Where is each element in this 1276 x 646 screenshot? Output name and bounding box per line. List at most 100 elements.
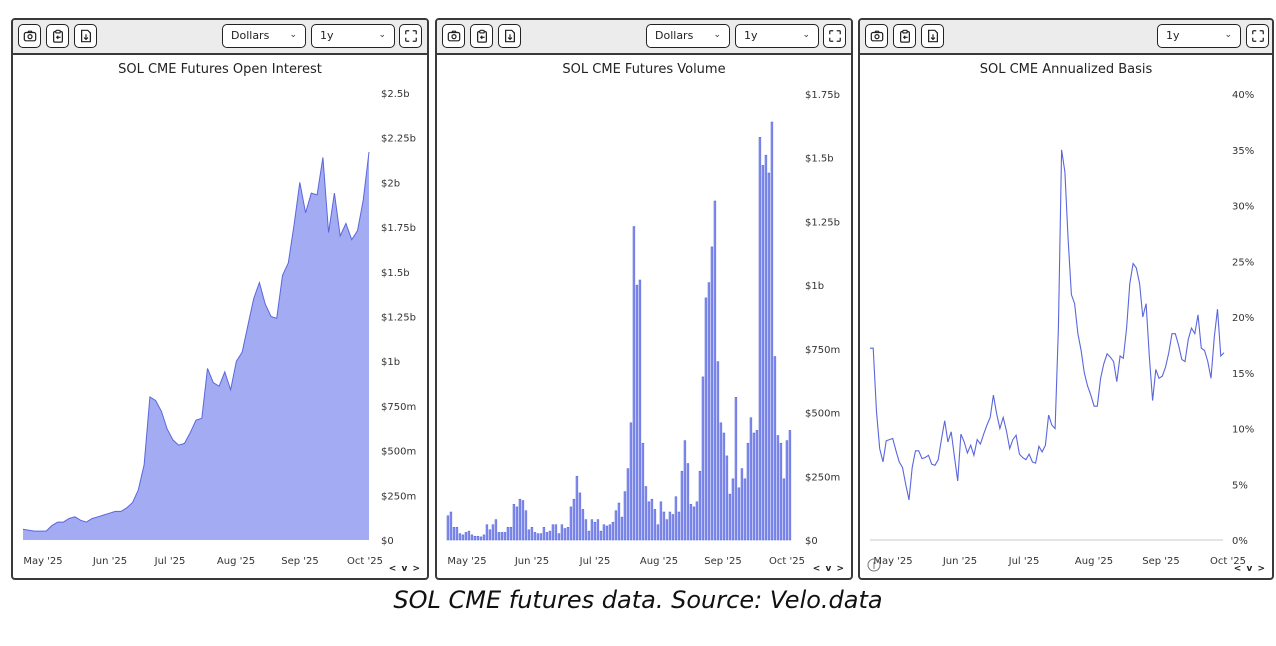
volume-bar: [689, 504, 693, 541]
volume-bar: [494, 519, 498, 541]
x-tick-label: Oct '25: [347, 556, 383, 567]
unit-select[interactable]: Dollars ⌄: [222, 24, 306, 48]
x-tick-label: Aug '25: [1075, 556, 1113, 567]
chart-nav-controls[interactable]: < v >: [388, 564, 421, 574]
volume-bar: [722, 432, 726, 541]
volume-bar: [626, 468, 630, 541]
volume-bar: [452, 527, 456, 541]
chart-nav-controls[interactable]: < v >: [1233, 564, 1266, 574]
volume-bar: [776, 435, 780, 541]
volume-bar: [611, 521, 615, 541]
screenshot-button[interactable]: [442, 24, 465, 48]
volume-bar: [710, 246, 714, 541]
volume-bar: [464, 532, 468, 541]
volume-bar: [761, 165, 765, 541]
y-tick-label: 10%: [1232, 425, 1254, 436]
volume-bar: [614, 510, 618, 541]
volume-bar: [701, 376, 705, 541]
volume-bar: [779, 442, 783, 541]
y-tick-label: 25%: [1232, 257, 1254, 268]
clipboard-icon: [899, 29, 910, 43]
volume-bar: [470, 534, 474, 541]
info-icon[interactable]: [867, 558, 881, 572]
range-select[interactable]: 1y ⌄: [1157, 24, 1241, 48]
y-tick-label: $1.25b: [381, 313, 416, 324]
x-tick-label: May '25: [447, 556, 486, 567]
volume-bar: [563, 528, 567, 541]
chart-nav-controls[interactable]: < v >: [812, 564, 845, 574]
basis-panel: 1y ⌄ SOL CME Annualized Basis 0% 5% 10% 15%…: [858, 18, 1274, 580]
oi-area: [23, 152, 369, 540]
volume-bar: [749, 417, 753, 541]
x-tick-label: Sep '25: [704, 556, 742, 567]
figure-caption: SOL CME futures data. Source: Velo.data: [393, 586, 883, 614]
chart-title: SOL CME Futures Volume: [562, 62, 726, 77]
y-tick-label: $500m: [381, 447, 416, 458]
volume-bar: [719, 422, 723, 541]
screenshot-button[interactable]: [865, 24, 888, 48]
volume-bar: [623, 491, 627, 541]
volume-bar: [647, 501, 651, 541]
download-button[interactable]: [498, 24, 521, 48]
volume-bar: [683, 440, 687, 541]
volume-bar: [728, 493, 732, 541]
y-tick-label: 15%: [1232, 369, 1254, 380]
volume-bar: [572, 498, 576, 541]
volume-bar: [605, 525, 609, 541]
range-select[interactable]: 1y ⌄: [735, 24, 819, 48]
volume-bar: [578, 492, 582, 541]
volume-bar: [737, 487, 741, 541]
range-select[interactable]: 1y ⌄: [311, 24, 395, 48]
volume-bar: [479, 536, 483, 541]
volume-bar: [518, 498, 522, 541]
copy-button[interactable]: [893, 24, 916, 48]
volume-bar: [653, 509, 657, 541]
volume-bar: [446, 515, 450, 541]
clipboard-icon: [52, 29, 63, 43]
volume-bar: [590, 519, 594, 541]
volume-chart[interactable]: $0 $250m $500m $750m $1b $1.25b $1.5b $1.75b May…: [437, 20, 853, 580]
unit-select-value: Dollars: [231, 29, 270, 42]
volume-bar: [515, 506, 519, 541]
camera-icon: [23, 30, 36, 42]
y-tick-label: 0%: [1232, 536, 1248, 547]
volume-bar: [620, 516, 624, 541]
download-button[interactable]: [74, 24, 97, 48]
screenshot-button[interactable]: [18, 24, 41, 48]
fullscreen-button[interactable]: [823, 24, 846, 48]
unit-select[interactable]: Dollars ⌄: [646, 24, 730, 48]
open-interest-panel: Dollars ⌄ 1y ⌄ SOL CME Futures Open Inte…: [11, 18, 429, 580]
chart-title: SOL CME Futures Open Interest: [118, 62, 322, 77]
volume-bar: [461, 534, 465, 541]
volume-bar: [755, 430, 759, 541]
volume-bar: [566, 527, 570, 541]
volume-bar: [548, 530, 552, 541]
volume-bar: [713, 200, 717, 541]
volume-bar: [482, 534, 486, 541]
volume-bar: [491, 524, 495, 541]
y-tick-label: $250m: [805, 472, 840, 483]
volume-bar: [467, 530, 471, 541]
chart-title: SOL CME Annualized Basis: [979, 62, 1153, 77]
toolbar: 1y ⌄: [860, 20, 1272, 55]
open-interest-chart[interactable]: $0 $250m $500m $750m $1b $1.25b $1.5b $1.75b $2b…: [13, 20, 429, 580]
volume-bar: [659, 501, 663, 541]
volume-bar: [524, 510, 528, 541]
y-tick-label: $1.25b: [805, 217, 840, 228]
volume-bar: [512, 504, 516, 541]
fullscreen-button[interactable]: [399, 24, 422, 48]
y-tick-label: $0: [381, 536, 394, 547]
copy-button[interactable]: [46, 24, 69, 48]
basis-chart[interactable]: 0% 5% 10% 15% 20% 25% 30% 35% 40% May '25 Jun '25 J…: [860, 20, 1274, 580]
volume-bar: [584, 519, 588, 541]
fullscreen-button[interactable]: [1246, 24, 1269, 48]
download-button[interactable]: [921, 24, 944, 48]
y-tick-label: 30%: [1232, 202, 1254, 213]
chevron-down-icon: ⌄: [289, 30, 297, 40]
y-tick-label: $1b: [805, 281, 824, 292]
x-tick-label: May '25: [23, 556, 62, 567]
fullscreen-icon: [828, 30, 841, 42]
volume-bar: [743, 478, 747, 541]
copy-button[interactable]: [470, 24, 493, 48]
volume-bar: [734, 397, 738, 541]
